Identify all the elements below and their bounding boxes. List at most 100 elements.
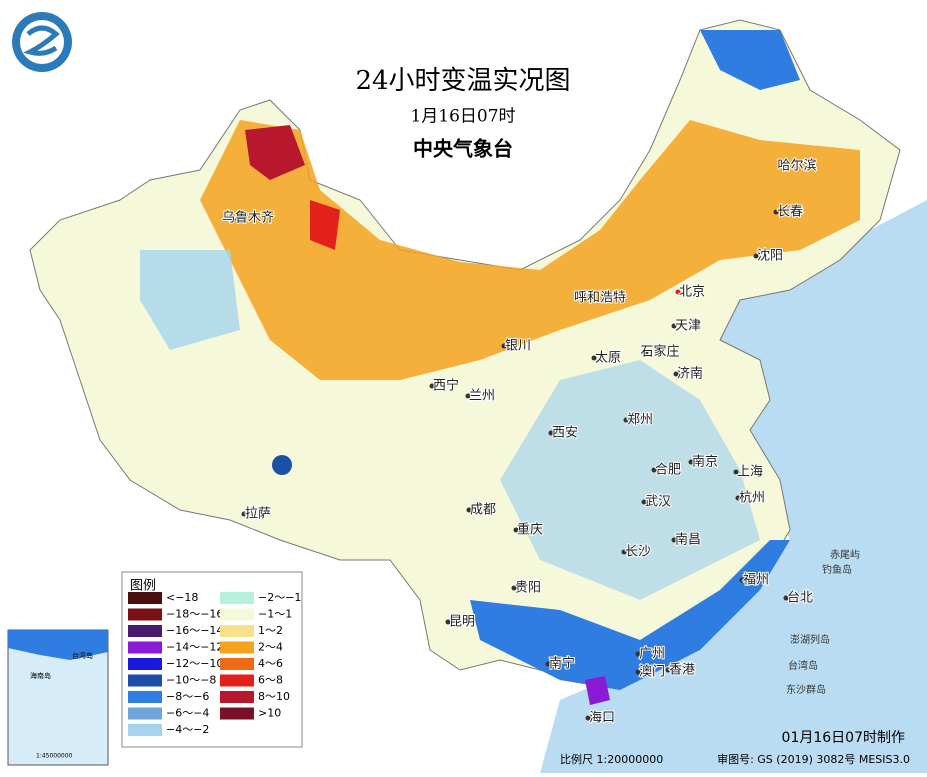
legend-swatch bbox=[128, 691, 162, 703]
legend-label: −1～1 bbox=[258, 608, 292, 621]
city-dot bbox=[671, 323, 677, 329]
city-dot bbox=[635, 651, 641, 657]
hot-spot bbox=[310, 200, 340, 250]
city-label: 福州 bbox=[743, 573, 769, 588]
legend-label: 2～4 bbox=[258, 641, 283, 654]
legend-label: −2～−1 bbox=[258, 591, 301, 604]
city-dot bbox=[591, 355, 597, 361]
legend-swatch bbox=[220, 608, 254, 621]
city-dot bbox=[445, 619, 451, 625]
city-dot bbox=[429, 383, 435, 389]
legend-label: 1～2 bbox=[258, 624, 283, 637]
inset-label: 海南岛 bbox=[30, 671, 51, 680]
city-dot bbox=[688, 459, 694, 465]
sea bbox=[540, 200, 927, 773]
island-label: 东沙群岛 bbox=[786, 683, 826, 696]
inset-map: 台湾岛 海南岛 1:45000000 bbox=[7, 629, 109, 766]
city-dot bbox=[545, 661, 551, 667]
city-dot bbox=[673, 371, 679, 377]
hot-spot bbox=[245, 125, 305, 180]
legend-label: 8～10 bbox=[258, 690, 290, 703]
city-dot bbox=[739, 577, 745, 583]
city-label: 兰州 bbox=[469, 389, 495, 404]
cool-region bbox=[140, 250, 240, 350]
legend-label: −12～−10 bbox=[166, 657, 223, 670]
legend-label: −10～−8 bbox=[166, 674, 216, 687]
legend-swatch bbox=[128, 724, 162, 736]
city-dot bbox=[621, 549, 627, 555]
legend-label: −4～−2 bbox=[166, 723, 209, 736]
city-label: 贵阳 bbox=[515, 581, 541, 596]
legend-title: 图例 bbox=[130, 579, 156, 594]
city-dot bbox=[671, 537, 677, 543]
legend: 图例 <−18 −18～−16 −16～−14 −14～−12 −12～−10 −10～−… bbox=[121, 571, 303, 748]
legend-swatch bbox=[128, 674, 162, 687]
city-label: 长春 bbox=[777, 205, 803, 220]
city-dot bbox=[783, 595, 789, 601]
city-label: 西安 bbox=[552, 426, 578, 441]
city-label: 上海 bbox=[737, 465, 763, 480]
city-label: 杭州 bbox=[739, 491, 765, 506]
island-label: 澎湖列岛 bbox=[790, 633, 830, 646]
inset-label: 台湾岛 bbox=[72, 651, 93, 660]
city-label: 昆明 bbox=[449, 615, 475, 630]
city-label: 济南 bbox=[677, 366, 703, 382]
city-dot bbox=[733, 469, 739, 475]
legend-swatch bbox=[220, 707, 254, 720]
inset-scale: 1:45000000 bbox=[36, 753, 73, 760]
logo bbox=[12, 12, 72, 72]
legend-label: −8～−6 bbox=[166, 690, 209, 703]
city-label: 合肥 bbox=[655, 463, 681, 478]
city-label: 北京 bbox=[679, 285, 705, 300]
footer-review: 审图号: GS (2019) 3082号 MESIS3.0 bbox=[717, 752, 910, 766]
city-dot bbox=[585, 715, 591, 721]
city-dot bbox=[623, 417, 629, 423]
city-dot bbox=[780, 163, 786, 169]
city-label: 郑州 bbox=[627, 413, 653, 428]
footer-made: 01月16日07时制作 bbox=[782, 730, 905, 746]
legend-swatch bbox=[128, 641, 162, 654]
cold-spot bbox=[585, 676, 610, 705]
city-label: 成都 bbox=[470, 503, 496, 518]
city-dot bbox=[501, 343, 507, 349]
legend-label: −14～−12 bbox=[166, 641, 223, 654]
city-dot bbox=[548, 430, 554, 436]
city-label: 澳门 bbox=[639, 664, 665, 680]
city-label: 西宁 bbox=[433, 378, 459, 394]
city-label: 石家庄 bbox=[640, 344, 679, 360]
city-dot bbox=[735, 495, 741, 501]
city-label: 海口 bbox=[589, 711, 615, 726]
legend-swatch bbox=[128, 625, 162, 637]
legend-label: 6～8 bbox=[258, 674, 283, 687]
legend-swatch bbox=[220, 625, 254, 637]
city-dot bbox=[635, 669, 641, 675]
publisher: 中央气象台 bbox=[413, 137, 513, 161]
city-dot bbox=[466, 507, 472, 513]
legend-swatch bbox=[128, 658, 162, 670]
legend-label: −6～−4 bbox=[166, 707, 209, 720]
city-dot bbox=[241, 511, 247, 517]
legend-swatch bbox=[220, 592, 254, 604]
city-dot bbox=[231, 215, 237, 221]
cold-region bbox=[470, 540, 790, 690]
inset-coast bbox=[8, 630, 108, 660]
legend-label: 4～6 bbox=[258, 657, 283, 670]
legend-swatch bbox=[128, 707, 162, 720]
city-label: 呼和浩特 bbox=[574, 291, 626, 306]
city-dot bbox=[675, 289, 681, 295]
legend-swatch bbox=[220, 674, 254, 687]
legend-label: −16～−14 bbox=[166, 624, 223, 637]
city-label: 南宁 bbox=[549, 656, 575, 672]
island-label: 钓鱼岛 bbox=[822, 563, 852, 576]
cool-region bbox=[500, 360, 760, 600]
city-dot bbox=[665, 667, 671, 673]
city-label: 台北 bbox=[787, 591, 813, 606]
city-dot bbox=[465, 393, 471, 399]
city-label: 乌鲁木齐 bbox=[222, 210, 274, 226]
city-label: 南京 bbox=[692, 454, 718, 470]
city-dot bbox=[651, 467, 657, 473]
city-dot bbox=[753, 253, 759, 259]
city-label: 南昌 bbox=[675, 532, 701, 548]
legend-swatch bbox=[128, 608, 162, 621]
city-label: 重庆 bbox=[517, 522, 543, 538]
